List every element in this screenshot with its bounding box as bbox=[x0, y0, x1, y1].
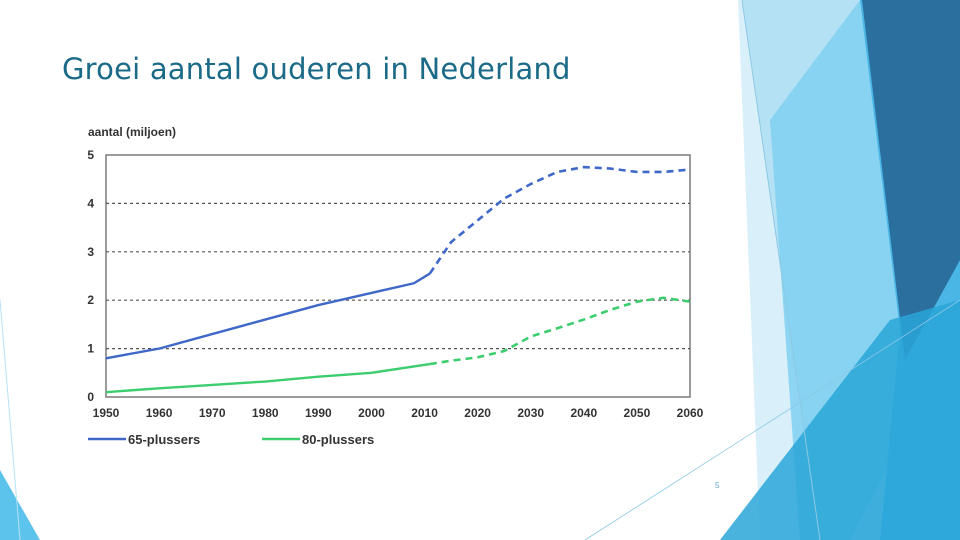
series-line-80-plussers-projected bbox=[429, 296, 691, 366]
x-tick-label: 1960 bbox=[146, 406, 173, 420]
x-tick-label: 2010 bbox=[411, 406, 438, 420]
deco-line-1 bbox=[741, 0, 821, 540]
x-tick-label: 2000 bbox=[358, 406, 385, 420]
x-tick-label: 2040 bbox=[570, 406, 597, 420]
deco-line-3 bbox=[0, 299, 21, 540]
series-line-80-plussers-observed bbox=[105, 362, 431, 394]
deco-left-bottom-facet bbox=[0, 470, 40, 540]
y-tick-label: 0 bbox=[87, 390, 94, 404]
x-tick-label: 1970 bbox=[199, 406, 226, 420]
y-tick-label: 2 bbox=[87, 293, 94, 307]
y-tick-label: 5 bbox=[87, 148, 94, 162]
deco-line-2 bbox=[584, 299, 960, 540]
x-tick-label: 1990 bbox=[305, 406, 332, 420]
legend-label: 80-plussers bbox=[302, 432, 374, 447]
x-tick-label: 2020 bbox=[464, 406, 491, 420]
plot-area bbox=[105, 154, 691, 398]
slide-title: Groei aantal ouderen in Nederland bbox=[62, 52, 571, 86]
deco-bottom-facet bbox=[720, 300, 960, 540]
x-tick-label: 1950 bbox=[93, 406, 120, 420]
y-tick-label: 4 bbox=[87, 196, 94, 210]
deco-dark-facet bbox=[862, 0, 960, 360]
series-line-65-plussers-projected bbox=[428, 165, 691, 275]
x-tick-label: 2030 bbox=[517, 406, 544, 420]
x-tick-label: 2050 bbox=[624, 406, 651, 420]
y-tick-label: 3 bbox=[87, 245, 94, 259]
y-tick-label: 1 bbox=[87, 342, 94, 356]
x-tick-label: 1980 bbox=[252, 406, 279, 420]
y-axis-label: aantal (miljoen) bbox=[88, 125, 176, 139]
x-tick-label: 2060 bbox=[677, 406, 704, 420]
series-line-65-plussers-observed bbox=[105, 272, 431, 360]
legend-label: 65-plussers bbox=[128, 432, 200, 447]
page-number: 5 bbox=[715, 481, 720, 490]
